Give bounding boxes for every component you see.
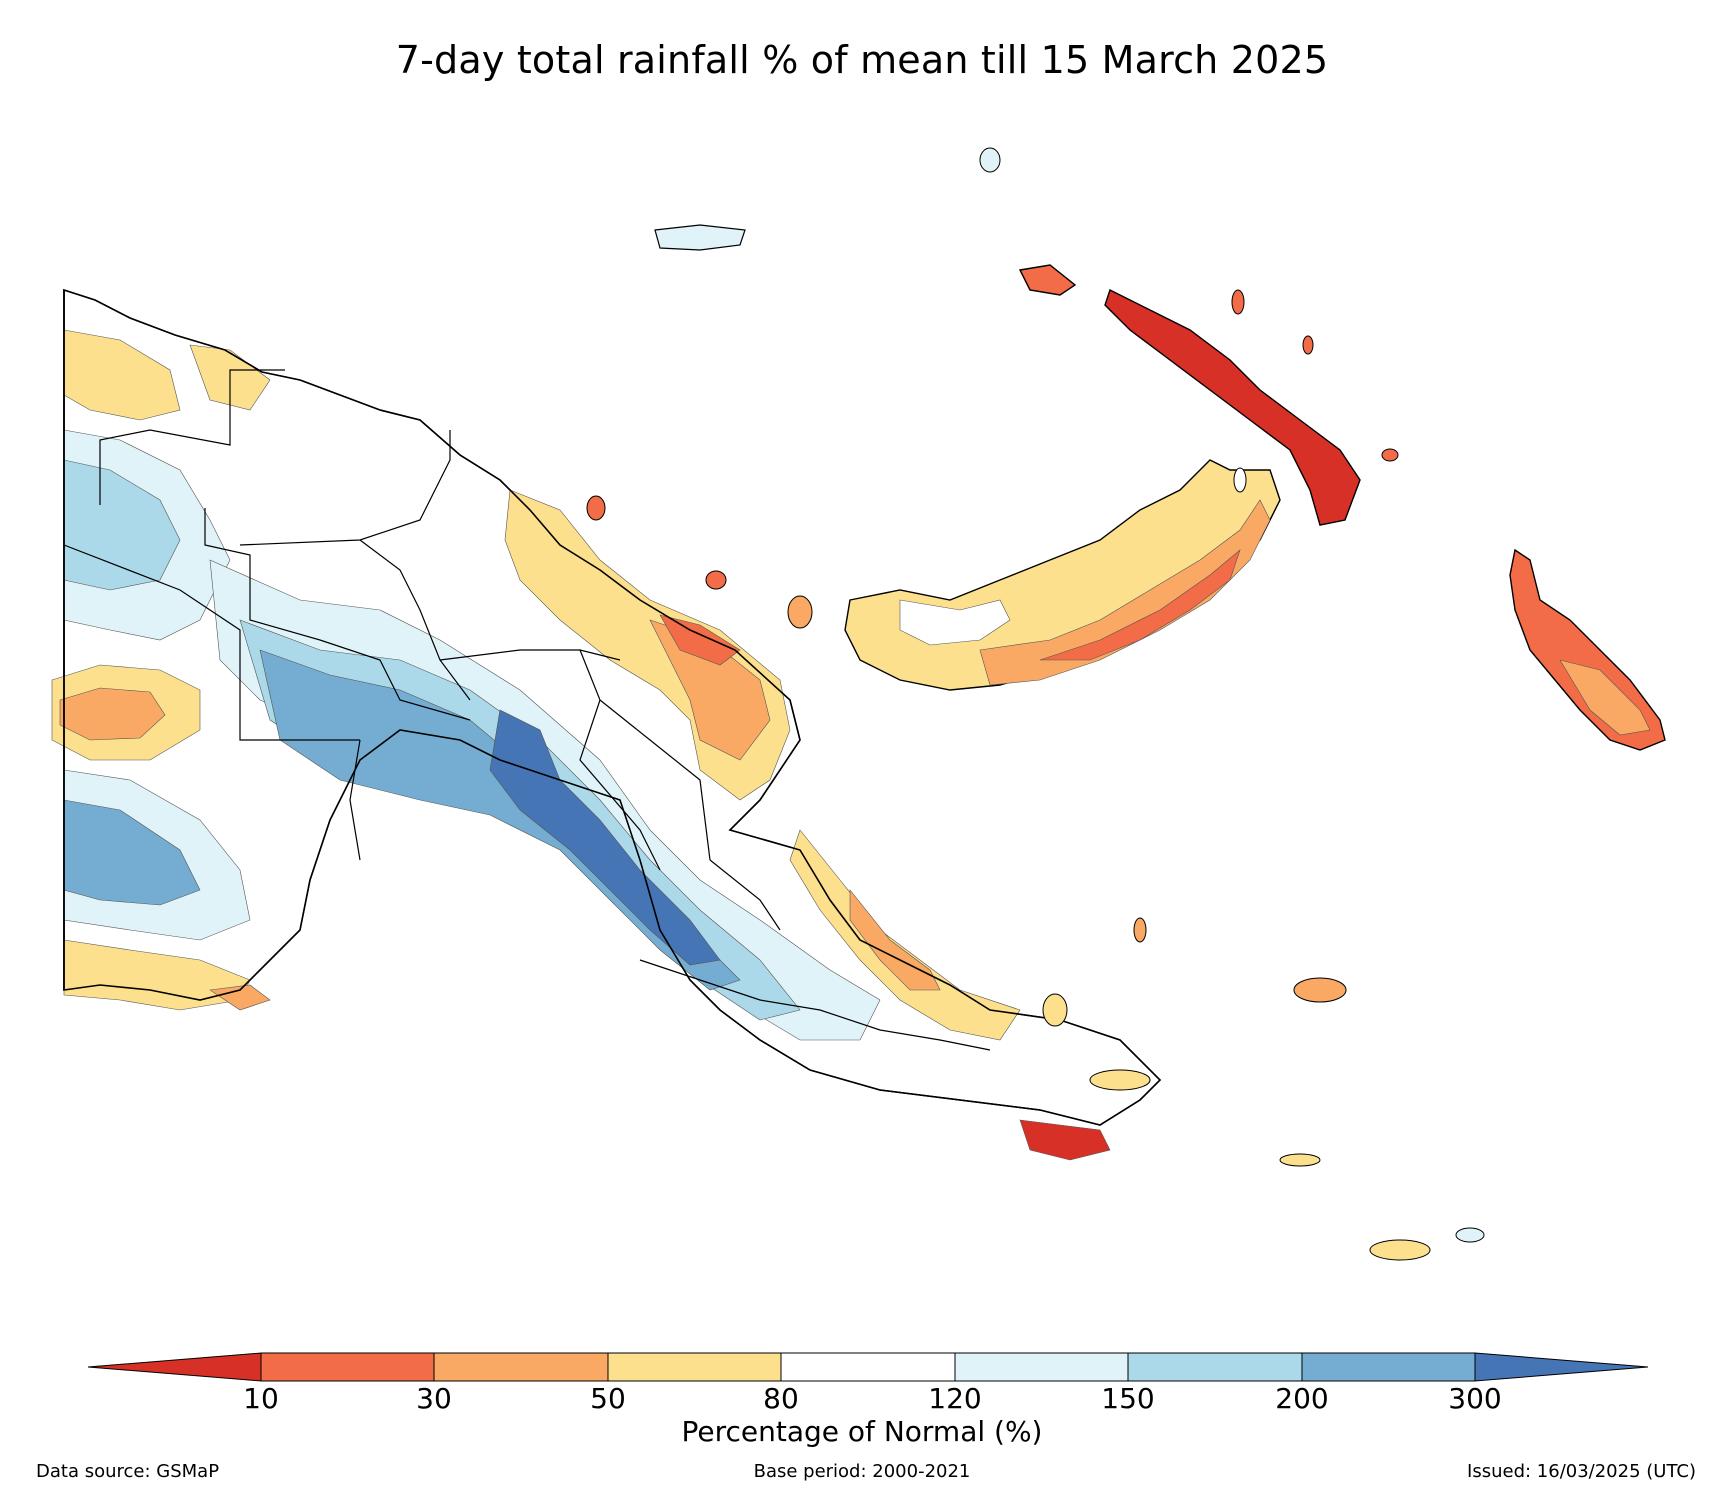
colorbar-200-300 — [1301, 1352, 1476, 1382]
small-islands — [586, 147, 1485, 1261]
manus-island — [654, 224, 746, 251]
mainland-coastline — [63, 288, 1162, 1126]
colorbar-10-30 — [260, 1352, 435, 1382]
contour-30-50-west — [59, 687, 166, 741]
colorbar-tick: 120 — [928, 1382, 982, 1415]
province-boundaries — [63, 369, 991, 1051]
issued-date-note: Issued: 16/03/2025 (UTC) — [1467, 1461, 1696, 1482]
colorbar-tick: 150 — [1101, 1382, 1155, 1415]
contour-200-300-sw — [63, 799, 201, 906]
colorbar-30-50 — [433, 1352, 609, 1382]
colorbar-tick: 200 — [1275, 1382, 1329, 1415]
contour-10-30-north — [659, 614, 741, 666]
contour-200-300-central — [259, 649, 741, 991]
base-period-note: Base period: 2000-2021 — [753, 1461, 971, 1482]
data-source-note: Data source: GSMaP — [36, 1461, 220, 1482]
new-ireland — [1018, 264, 1361, 526]
bougainville — [1509, 548, 1666, 751]
colorbar-tick: 50 — [590, 1382, 626, 1415]
colorbar-tick: 30 — [416, 1382, 452, 1415]
contour-below-10-se-tip — [1019, 1119, 1111, 1161]
contour-30-50-south — [209, 984, 271, 1011]
colorbar-120-150 — [954, 1352, 1129, 1382]
colorbar-above-300 — [1474, 1352, 1649, 1382]
colorbar-segments — [87, 1352, 1649, 1382]
map-title: 7-day total rainfall % of mean till 15 M… — [395, 38, 1329, 82]
colorbar-tick: 300 — [1448, 1382, 1502, 1415]
contour-50-80-nw1 — [63, 329, 181, 421]
colorbar-label: Percentage of Normal (%) — [681, 1415, 1043, 1448]
colorbar-150-200 — [1127, 1352, 1303, 1382]
contour-above-300-central — [489, 709, 721, 966]
new-britain — [844, 459, 1281, 691]
colorbar-80-120 — [780, 1352, 956, 1382]
contour-30-50-se — [849, 889, 941, 991]
contour-150-200-west — [63, 459, 181, 591]
colorbar-below-10 — [87, 1352, 262, 1382]
colorbar-tick: 10 — [243, 1382, 279, 1415]
contour-fills — [51, 329, 1111, 1161]
colorbar-tick: 80 — [763, 1382, 799, 1415]
colorbar-50-80 — [607, 1352, 782, 1382]
